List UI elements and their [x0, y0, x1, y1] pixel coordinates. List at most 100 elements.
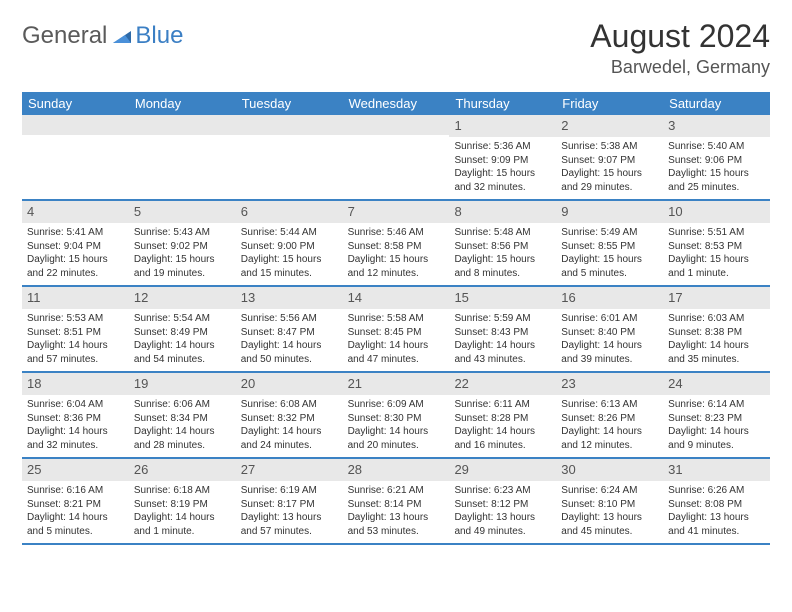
day-number-row: 29	[449, 459, 556, 481]
day-number-row: 1	[449, 115, 556, 137]
sunset-text: Sunset: 8:08 PM	[668, 498, 765, 512]
sunrise-text: Sunrise: 5:44 AM	[241, 226, 338, 240]
daylight-text: Daylight: 15 hours and 5 minutes.	[561, 253, 658, 280]
day-number: 2	[561, 118, 568, 133]
calendar-cell: 3Sunrise: 5:40 AMSunset: 9:06 PMDaylight…	[663, 115, 770, 199]
sunrise-text: Sunrise: 6:26 AM	[668, 484, 765, 498]
calendar-cell: 20Sunrise: 6:08 AMSunset: 8:32 PMDayligh…	[236, 373, 343, 457]
empty-day-number-row	[129, 115, 236, 135]
sunset-text: Sunset: 9:02 PM	[134, 240, 231, 254]
day-number: 30	[561, 462, 575, 477]
day-number: 21	[348, 376, 362, 391]
sunrise-text: Sunrise: 6:03 AM	[668, 312, 765, 326]
day-number-row: 22	[449, 373, 556, 395]
sunset-text: Sunset: 9:07 PM	[561, 154, 658, 168]
week-row: 25Sunrise: 6:16 AMSunset: 8:21 PMDayligh…	[22, 459, 770, 545]
day-number-row: 24	[663, 373, 770, 395]
sunrise-text: Sunrise: 6:04 AM	[27, 398, 124, 412]
day-number: 7	[348, 204, 355, 219]
day-header: Wednesday	[343, 92, 450, 115]
weeks-container: 1Sunrise: 5:36 AMSunset: 9:09 PMDaylight…	[22, 115, 770, 545]
daylight-text: Daylight: 14 hours and 43 minutes.	[454, 339, 551, 366]
sunset-text: Sunset: 8:30 PM	[348, 412, 445, 426]
daylight-text: Daylight: 15 hours and 29 minutes.	[561, 167, 658, 194]
sunrise-text: Sunrise: 6:21 AM	[348, 484, 445, 498]
sunset-text: Sunset: 8:56 PM	[454, 240, 551, 254]
calendar-grid: SundayMondayTuesdayWednesdayThursdayFrid…	[22, 92, 770, 545]
day-number: 1	[454, 118, 461, 133]
sunrise-text: Sunrise: 6:11 AM	[454, 398, 551, 412]
day-number-row: 4	[22, 201, 129, 223]
calendar-cell: 5Sunrise: 5:43 AMSunset: 9:02 PMDaylight…	[129, 201, 236, 285]
daylight-text: Daylight: 15 hours and 25 minutes.	[668, 167, 765, 194]
sunrise-text: Sunrise: 5:59 AM	[454, 312, 551, 326]
sunset-text: Sunset: 8:14 PM	[348, 498, 445, 512]
calendar-cell: 26Sunrise: 6:18 AMSunset: 8:19 PMDayligh…	[129, 459, 236, 543]
day-number: 31	[668, 462, 682, 477]
sunset-text: Sunset: 8:38 PM	[668, 326, 765, 340]
day-number-row: 21	[343, 373, 450, 395]
sunrise-text: Sunrise: 5:54 AM	[134, 312, 231, 326]
daylight-text: Daylight: 13 hours and 57 minutes.	[241, 511, 338, 538]
empty-day-number-row	[343, 115, 450, 135]
sunrise-text: Sunrise: 6:13 AM	[561, 398, 658, 412]
location-label: Barwedel, Germany	[590, 57, 770, 78]
sunset-text: Sunset: 8:51 PM	[27, 326, 124, 340]
day-number: 23	[561, 376, 575, 391]
week-row: 4Sunrise: 5:41 AMSunset: 9:04 PMDaylight…	[22, 201, 770, 287]
sunrise-text: Sunrise: 5:49 AM	[561, 226, 658, 240]
sunrise-text: Sunrise: 6:23 AM	[454, 484, 551, 498]
day-number-row: 26	[129, 459, 236, 481]
sunset-text: Sunset: 8:55 PM	[561, 240, 658, 254]
sunset-text: Sunset: 8:19 PM	[134, 498, 231, 512]
sunrise-text: Sunrise: 5:36 AM	[454, 140, 551, 154]
calendar-cell: 2Sunrise: 5:38 AMSunset: 9:07 PMDaylight…	[556, 115, 663, 199]
sunrise-text: Sunrise: 6:01 AM	[561, 312, 658, 326]
calendar-cell: 17Sunrise: 6:03 AMSunset: 8:38 PMDayligh…	[663, 287, 770, 371]
sunset-text: Sunset: 8:58 PM	[348, 240, 445, 254]
sunset-text: Sunset: 8:34 PM	[134, 412, 231, 426]
empty-day-number-row	[236, 115, 343, 135]
week-row: 1Sunrise: 5:36 AMSunset: 9:09 PMDaylight…	[22, 115, 770, 201]
day-number-row: 2	[556, 115, 663, 137]
logo-word2: Blue	[135, 22, 183, 50]
sunrise-text: Sunrise: 5:40 AM	[668, 140, 765, 154]
daylight-text: Daylight: 15 hours and 19 minutes.	[134, 253, 231, 280]
day-number-row: 16	[556, 287, 663, 309]
daylight-text: Daylight: 13 hours and 53 minutes.	[348, 511, 445, 538]
sunrise-text: Sunrise: 5:51 AM	[668, 226, 765, 240]
day-number-row: 9	[556, 201, 663, 223]
daylight-text: Daylight: 14 hours and 28 minutes.	[134, 425, 231, 452]
sunset-text: Sunset: 8:32 PM	[241, 412, 338, 426]
daylight-text: Daylight: 14 hours and 5 minutes.	[27, 511, 124, 538]
calendar-cell: 9 Sunrise: 5:49 AMSunset: 8:55 PMDaylight…	[556, 201, 663, 285]
day-number: 15	[454, 290, 468, 305]
day-header: Monday	[129, 92, 236, 115]
day-number-row: 8	[449, 201, 556, 223]
day-number: 22	[454, 376, 468, 391]
calendar-cell: 10Sunrise: 5:51 AMSunset: 8:53 PMDayligh…	[663, 201, 770, 285]
day-number: 28	[348, 462, 362, 477]
daylight-text: Daylight: 14 hours and 12 minutes.	[561, 425, 658, 452]
daylight-text: Daylight: 13 hours and 49 minutes.	[454, 511, 551, 538]
title-block: August 2024 Barwedel, Germany	[590, 18, 770, 78]
calendar-cell: 11Sunrise: 5:53 AMSunset: 8:51 PMDayligh…	[22, 287, 129, 371]
page-header: General Blue August 2024 Barwedel, Germa…	[22, 18, 770, 78]
daylight-text: Daylight: 15 hours and 12 minutes.	[348, 253, 445, 280]
sunrise-text: Sunrise: 5:43 AM	[134, 226, 231, 240]
daylight-text: Daylight: 14 hours and 20 minutes.	[348, 425, 445, 452]
daylight-text: Daylight: 13 hours and 41 minutes.	[668, 511, 765, 538]
calendar-cell: 21Sunrise: 6:09 AMSunset: 8:30 PMDayligh…	[343, 373, 450, 457]
day-number-row: 11	[22, 287, 129, 309]
day-header: Friday	[556, 92, 663, 115]
calendar-cell: 1Sunrise: 5:36 AMSunset: 9:09 PMDaylight…	[449, 115, 556, 199]
calendar-cell: 19Sunrise: 6:06 AMSunset: 8:34 PMDayligh…	[129, 373, 236, 457]
sunrise-text: Sunrise: 6:24 AM	[561, 484, 658, 498]
sunrise-text: Sunrise: 5:48 AM	[454, 226, 551, 240]
week-row: 18Sunrise: 6:04 AMSunset: 8:36 PMDayligh…	[22, 373, 770, 459]
day-number: 27	[241, 462, 255, 477]
day-number: 10	[668, 204, 682, 219]
day-number-row: 20	[236, 373, 343, 395]
day-number: 12	[134, 290, 148, 305]
logo-triangle-icon	[111, 25, 133, 47]
